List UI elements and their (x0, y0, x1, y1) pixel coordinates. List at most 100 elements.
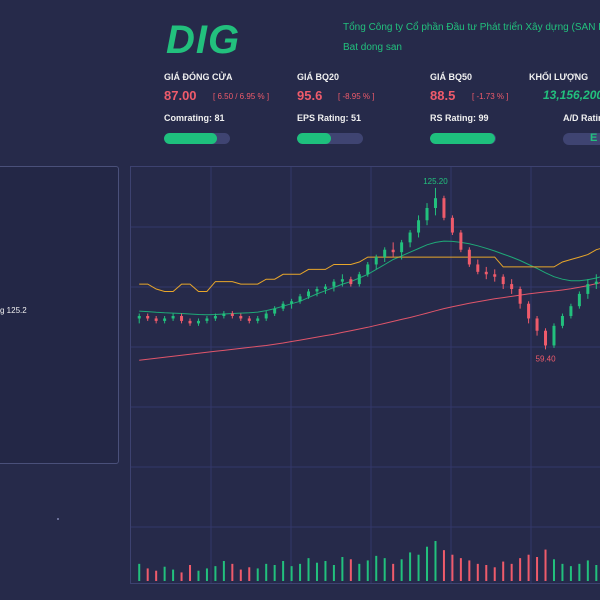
candle-body (315, 289, 319, 292)
candle-body (400, 242, 404, 253)
volume-bar (146, 568, 149, 581)
volume-bar (578, 563, 581, 581)
side-panel (0, 166, 119, 464)
volume-bar (544, 549, 547, 581)
candle-body (408, 232, 412, 243)
ma50-change: [ -1.73 % ] (472, 92, 509, 101)
candle-body (544, 330, 548, 346)
rs-rating-bar (430, 133, 496, 144)
volume-bar (409, 552, 412, 581)
candle-body (594, 281, 598, 285)
candle-body (383, 249, 387, 258)
volume-bar (451, 554, 454, 581)
candle-body (425, 208, 429, 221)
candle-body (154, 318, 158, 321)
candle-body (290, 301, 294, 304)
volume-bar (189, 565, 192, 581)
volume-bar (239, 569, 242, 581)
candle-body (527, 303, 531, 319)
candle-body (273, 308, 277, 314)
volume-bar (265, 563, 268, 581)
volume-bar (315, 562, 318, 581)
volume-bar (205, 568, 208, 581)
candle-body (569, 306, 573, 316)
industry-label: Bat dong san (343, 42, 402, 53)
volume-bar (442, 550, 445, 581)
ma50-label: GIÁ BQ50 (430, 72, 473, 82)
candle-body (501, 276, 505, 285)
rs-rating-bar-fill (430, 133, 496, 144)
volume-bar (383, 558, 386, 581)
chart-annotations: 125.20 59.40 (423, 177, 556, 364)
volume-bar (180, 572, 183, 581)
candle-body (552, 325, 556, 346)
volume-bar (459, 558, 462, 581)
volume-bar (332, 565, 335, 581)
volume-bar (476, 563, 479, 581)
ma20-value: 95.6 (297, 88, 323, 103)
candle-body (247, 318, 251, 321)
comrating-label: Comrating: 81 (164, 113, 225, 123)
ticker-symbol: DIG (166, 18, 241, 62)
candle-body (535, 318, 539, 331)
candle-body (146, 316, 150, 319)
volume-bar (586, 560, 589, 581)
ma-fast-line (139, 240, 600, 316)
volume-bar (290, 566, 293, 581)
close-price-label: GIÁ ĐÓNG CỬA (164, 72, 233, 82)
candle-body (205, 318, 209, 321)
candle-body (586, 284, 590, 294)
candle-body (137, 316, 141, 319)
volume-bar (138, 563, 141, 581)
volume-bar (341, 557, 344, 581)
candle-body (298, 296, 302, 302)
volume-bar (519, 558, 522, 581)
volume-bar (273, 565, 276, 581)
volume-bar (468, 560, 471, 581)
volume-bar (222, 561, 225, 581)
volume-bar (493, 567, 496, 581)
price-reference-line (139, 248, 600, 292)
price-chart-svg: 125.20 59.40 (131, 167, 600, 583)
price-chart[interactable]: 125.20 59.40 (130, 166, 600, 584)
candle-body (323, 286, 327, 289)
candle-body (213, 316, 217, 319)
volume-bar (561, 563, 564, 581)
volume-label: KHỐI LƯỢNG (529, 72, 589, 82)
ad-rating-label: A/D Rating (563, 113, 600, 123)
volume-bar (324, 561, 327, 581)
volume-bar (392, 563, 395, 581)
volume-bar (358, 563, 361, 581)
ma-slow-line (139, 282, 600, 361)
candle-body (281, 303, 285, 309)
eps-rating-bar (297, 133, 363, 144)
candle-body (560, 316, 564, 326)
close-price-value: 87.00 (164, 88, 197, 103)
candlesticks (137, 187, 598, 350)
side-panel-text: g 125.2 (0, 306, 27, 315)
candle-body (222, 313, 226, 316)
ma20-change: [ -8.95 % ] (338, 92, 375, 101)
volume-bar (163, 566, 166, 581)
candle-body (163, 318, 167, 321)
volume-bar (307, 558, 310, 581)
candle-body (493, 274, 497, 277)
candle-body (417, 220, 421, 233)
candle-body (476, 264, 480, 272)
volume-bar (197, 570, 200, 581)
candle-body (518, 289, 522, 304)
candle-body (332, 281, 336, 287)
volume-bar (282, 561, 285, 581)
candle-body (391, 249, 395, 253)
eps-rating-label: EPS Rating: 51 (297, 113, 362, 123)
company-name: Tổng Công ty Cổ phần Đầu tư Phát triển X… (343, 22, 600, 33)
comrating-bar (164, 133, 230, 144)
candle-body (459, 232, 463, 250)
volume-bar (248, 567, 251, 581)
volume-bar (231, 563, 234, 581)
ma20-label: GIÁ BQ20 (297, 72, 340, 82)
volume-bar (375, 555, 378, 581)
candle-body (577, 293, 581, 307)
candle-body (307, 291, 311, 297)
candle-body (374, 257, 378, 265)
